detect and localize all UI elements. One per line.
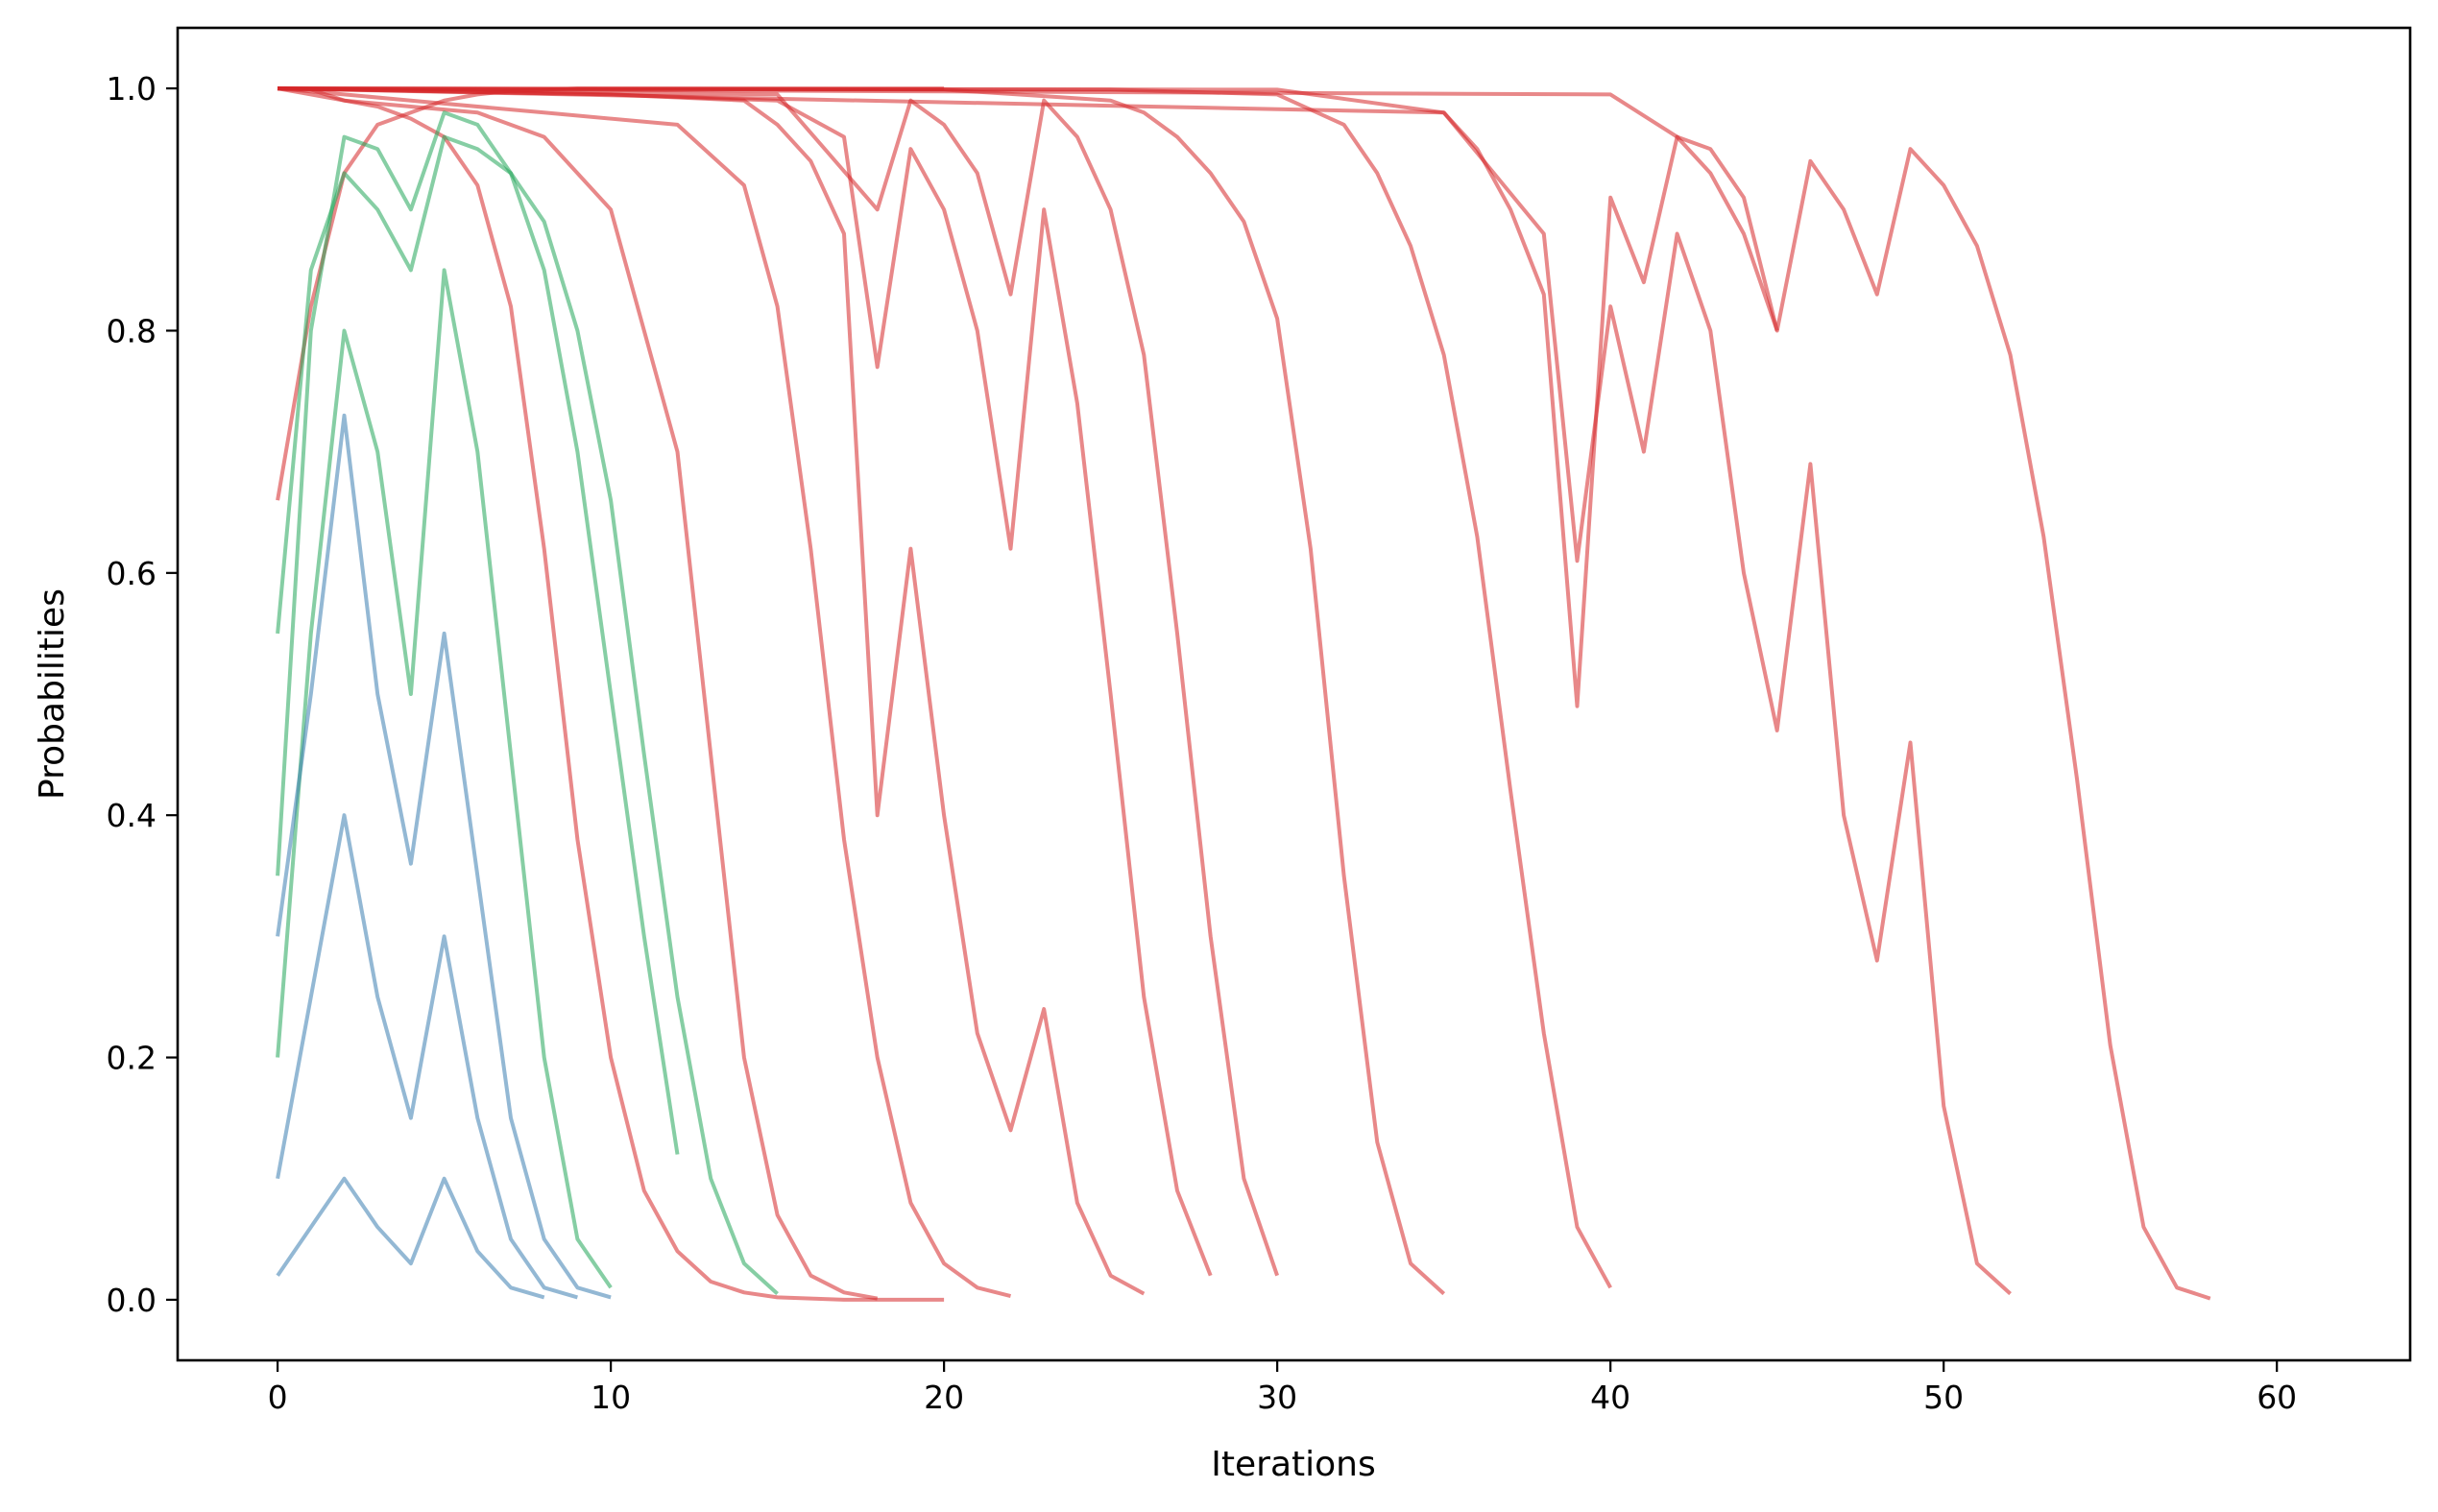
- series-layer: [276, 86, 2211, 1302]
- y-tick-label: 0.6: [107, 555, 157, 592]
- x-tick-label: 10: [591, 1379, 631, 1416]
- series-line-red-7: [278, 86, 1446, 1296]
- series-line-blue-17: [276, 1176, 545, 1300]
- series-line-red-1: [278, 86, 945, 1302]
- y-tick-label: 0.8: [107, 312, 157, 349]
- series-line-red-5: [278, 86, 1213, 1277]
- y-axis: 0.0 0.2 0.4 0.6 0.8 1.0: [107, 70, 178, 1319]
- x-tick-label: 30: [1257, 1379, 1297, 1416]
- series-line-red-2: [277, 86, 879, 1301]
- plot-frame: [176, 26, 2412, 1362]
- x-tick-label: 20: [924, 1379, 964, 1416]
- series-line-blue-15: [276, 413, 612, 1300]
- x-tick-label: 40: [1590, 1379, 1630, 1416]
- series-line-blue-16: [276, 813, 578, 1300]
- series-line-red-3: [277, 86, 1011, 1299]
- series-line-green-13: [276, 134, 779, 1296]
- y-tick-label: 1.0: [107, 70, 157, 108]
- series-line-red-6: [278, 86, 1279, 1277]
- x-tick-label: 50: [1923, 1379, 1964, 1416]
- x-axis-title: Iterations: [1211, 1445, 1375, 1484]
- x-axis: 0 10 20 30 40 50 60: [268, 1360, 2297, 1416]
- x-tick-label: 60: [2257, 1379, 2297, 1416]
- y-tick-label: 0.4: [107, 797, 157, 834]
- x-tick-label: 0: [268, 1379, 288, 1416]
- y-tick-label: 0.0: [107, 1282, 157, 1319]
- series-line-red-11: [278, 86, 2211, 1301]
- series-line-green-12: [276, 110, 680, 1155]
- series-line-red-4: [278, 86, 1146, 1296]
- y-axis-title: Probabilities: [33, 588, 72, 800]
- series-line-red-10: [278, 86, 2012, 1296]
- series-line-green-14: [276, 268, 613, 1289]
- y-tick-label: 0.2: [107, 1040, 157, 1077]
